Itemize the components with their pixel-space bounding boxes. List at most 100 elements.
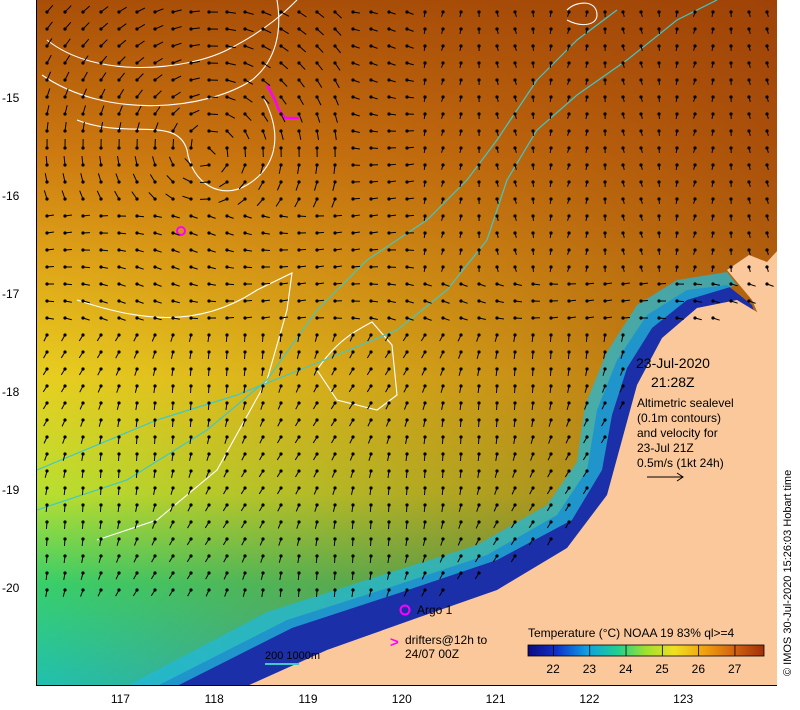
velocity-vector-dot — [765, 180, 769, 184]
velocity-vector-dot — [567, 214, 571, 218]
velocity-vector-dot — [621, 265, 625, 269]
velocity-vector-dot — [243, 197, 247, 201]
velocity-vector-dot — [333, 231, 337, 235]
velocity-vector-dot — [441, 367, 445, 371]
velocity-vector-dot — [585, 486, 589, 490]
velocity-vector-dot — [585, 163, 589, 167]
velocity-vector-dot — [45, 367, 49, 371]
velocity-vector-dot — [207, 469, 211, 473]
velocity-vector-dot — [423, 537, 427, 541]
velocity-vector-dot — [189, 299, 193, 303]
velocity-vector-dot — [441, 27, 445, 31]
velocity-vector-dot — [189, 95, 193, 99]
velocity-vector-dot — [441, 333, 445, 337]
velocity-vector-dot — [171, 61, 175, 65]
velocity-vector-dot — [477, 350, 481, 354]
velocity-vector-dot — [747, 180, 751, 184]
velocity-vector-dot — [297, 571, 301, 575]
velocity-vector-dot — [315, 95, 319, 99]
velocity-vector-dot — [351, 316, 355, 320]
velocity-vector-dot — [81, 95, 85, 99]
velocity-vector-dot — [63, 418, 67, 422]
velocity-vector-dot — [225, 44, 229, 48]
velocity-vector-dot — [315, 537, 319, 541]
velocity-vector-dot — [639, 44, 643, 48]
velocity-vector-dot — [585, 248, 589, 252]
velocity-vector-dot — [477, 316, 481, 320]
velocity-scale-arrow — [647, 472, 684, 482]
velocity-vector-dot — [63, 61, 67, 65]
velocity-vector-dot — [513, 231, 517, 235]
velocity-vector-dot — [387, 537, 391, 541]
velocity-vector-dot — [63, 163, 67, 167]
velocity-vector-dot — [315, 588, 319, 592]
velocity-vector-dot — [207, 231, 211, 235]
velocity-vector-dot — [747, 27, 751, 31]
velocity-vector-dot — [207, 503, 211, 507]
velocity-vector-dot — [729, 265, 733, 269]
velocity-vector-dot — [315, 418, 319, 422]
velocity-vector-dot — [441, 10, 445, 14]
velocity-vector-dot — [441, 146, 445, 150]
map-panel[interactable]: 23-Jul-2020 21:28Z Altimetric sealevel (… — [36, 0, 777, 686]
velocity-vector-dot — [81, 27, 85, 31]
velocity-vector-dot — [81, 333, 85, 337]
velocity-vector-dot — [621, 61, 625, 65]
velocity-vector-dot — [351, 418, 355, 422]
velocity-vector-dot — [567, 435, 571, 439]
velocity-vector-dot — [189, 384, 193, 388]
velocity-vector-dot — [153, 469, 157, 473]
altimetry-legend: Altimetric sealevel (0.1m contours) and … — [637, 396, 734, 471]
velocity-vector-dot — [459, 95, 463, 99]
velocity-vector-dot — [315, 180, 319, 184]
velocity-vector-dot — [153, 180, 157, 184]
velocity-vector-dot — [729, 248, 733, 252]
velocity-vector-dot — [549, 214, 553, 218]
velocity-vector-dot — [549, 78, 553, 82]
velocity-vector-dot — [243, 27, 247, 31]
velocity-vector-dot — [621, 248, 625, 252]
velocity-vector-dot — [225, 537, 229, 541]
velocity-vector-dot — [135, 452, 139, 456]
velocity-vector-dot — [333, 197, 337, 201]
velocity-vector-dot — [603, 129, 607, 133]
velocity-vector-dot — [333, 10, 337, 14]
velocity-vector-dot — [459, 10, 463, 14]
velocity-vector-dot — [297, 554, 301, 558]
velocity-vector-dot — [549, 197, 553, 201]
velocity-vector-dot — [513, 163, 517, 167]
velocity-vector-dot — [99, 316, 103, 320]
velocity-vector-dot — [135, 316, 139, 320]
velocity-vector-dot — [531, 163, 535, 167]
velocity-vector-dot — [315, 163, 319, 167]
velocity-vector-dot — [207, 129, 211, 133]
velocity-vector-dot — [243, 401, 247, 405]
velocity-vector-dot — [81, 248, 85, 252]
velocity-vector-dot — [657, 265, 661, 269]
velocity-vector-dot — [45, 231, 49, 235]
velocity-vector-dot — [459, 384, 463, 388]
velocity-vector-dot — [675, 27, 679, 31]
velocity-vector-dot — [405, 418, 409, 422]
velocity-vector-dot — [531, 418, 535, 422]
velocity-vector-dot — [711, 129, 715, 133]
velocity-vector-dot — [315, 248, 319, 252]
velocity-vector-dot — [261, 61, 265, 65]
velocity-vector-dot — [405, 180, 409, 184]
velocity-vector-dot — [261, 401, 265, 405]
velocity-vector-dot — [531, 214, 535, 218]
velocity-vector-dot — [315, 265, 319, 269]
velocity-vector-dot — [135, 554, 139, 558]
velocity-vector-dot — [225, 78, 229, 82]
velocity-vector-dot — [405, 129, 409, 133]
isobath-lines — [37, 0, 718, 511]
velocity-vector-dot — [153, 571, 157, 575]
velocity-vector-dot — [549, 333, 553, 337]
velocity-vector-dot — [459, 248, 463, 252]
velocity-vector-dot — [189, 367, 193, 371]
velocity-vector-dot — [693, 265, 697, 269]
velocity-vector-dot — [495, 350, 499, 354]
velocity-vector-dot — [531, 401, 535, 405]
velocity-vector-dot — [333, 333, 337, 337]
velocity-vector-dot — [423, 418, 427, 422]
